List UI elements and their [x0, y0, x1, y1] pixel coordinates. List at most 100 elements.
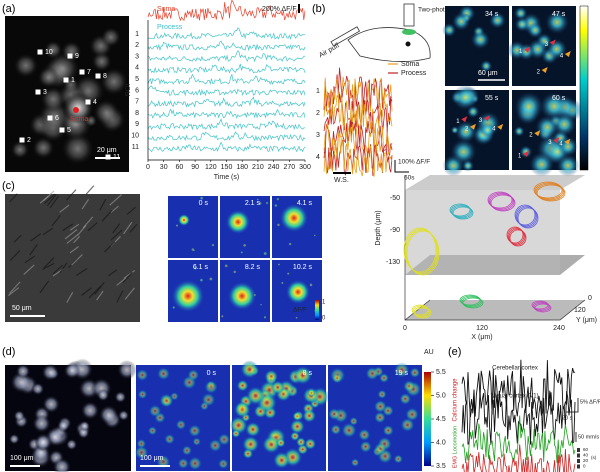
scale-label: 200% ΔF/F [262, 6, 297, 13]
cell-outline [413, 306, 431, 318]
roi-number: 8 [135, 110, 139, 117]
scale-label: 60 μm [478, 70, 498, 77]
cell-outline [534, 303, 552, 313]
tick-label: 0 [403, 325, 407, 332]
trace [147, 131, 306, 142]
roi-number: 9 [135, 121, 139, 128]
blob [199, 278, 204, 282]
blob [403, 380, 416, 393]
texture [112, 223, 121, 234]
blob [489, 11, 506, 29]
texture [39, 280, 50, 294]
arrow-label: 1 [456, 119, 460, 125]
scale-label: (s) [591, 455, 597, 460]
texture [44, 193, 56, 205]
roi-marker [35, 89, 41, 95]
trace-number: 4 [316, 154, 320, 161]
frame-time: 10.2 s [293, 264, 313, 271]
roi-marker [95, 73, 101, 79]
colorbar-tick: 0 [322, 316, 326, 322]
tick-label: 150 [221, 164, 233, 171]
axis-label: Time (s) [214, 174, 239, 181]
blob [513, 125, 525, 137]
blob [31, 382, 45, 396]
blob [527, 22, 544, 39]
blob [118, 409, 130, 421]
texture [43, 257, 55, 269]
blob [480, 59, 493, 73]
tick-label: 120 [476, 325, 488, 332]
blob [517, 43, 535, 61]
blob [262, 435, 281, 454]
blob [60, 131, 95, 166]
tick-label: 120 [574, 307, 586, 314]
texture [122, 271, 133, 284]
arrow [497, 123, 504, 130]
arrow-label: 1 [518, 153, 522, 159]
texture [110, 229, 123, 241]
plane [405, 300, 585, 320]
blob [224, 263, 229, 268]
tick-label: 0 [146, 164, 150, 171]
blob [193, 266, 198, 270]
blob [365, 366, 379, 381]
roi-number: 6 [135, 87, 139, 94]
trace-number: 2 [316, 110, 320, 117]
texture [82, 216, 94, 229]
texture [66, 233, 79, 244]
frame-time: 19 s [395, 370, 409, 377]
blob [98, 404, 119, 425]
cell-outline [506, 226, 524, 244]
roi-marker [59, 127, 65, 133]
texture [9, 249, 21, 262]
texture [81, 287, 92, 296]
texture [123, 221, 133, 235]
colorbar [579, 5, 589, 171]
blob [276, 223, 281, 227]
arrow [553, 137, 560, 144]
activity [280, 204, 308, 232]
panel-label: (e) [448, 346, 461, 358]
arrow [483, 115, 490, 122]
activity [226, 210, 250, 234]
blob [79, 420, 91, 432]
blob [292, 411, 302, 421]
cell-outline [534, 182, 564, 200]
cell-outline [515, 205, 537, 227]
colorbar-tick: 1 [322, 300, 326, 306]
blob [452, 12, 471, 31]
texture [66, 189, 77, 201]
blob [134, 445, 149, 460]
blob [394, 362, 410, 378]
cell-outline [452, 206, 474, 220]
tick-label: -90 [390, 227, 400, 234]
blob [260, 303, 263, 306]
texture [52, 264, 64, 275]
window [402, 29, 416, 35]
blob [199, 196, 204, 201]
roi-label: 7 [87, 69, 91, 76]
texture [7, 287, 20, 297]
blob [175, 224, 179, 227]
roi-number: 7 [135, 99, 139, 106]
colorbar-tick: 5.5 [436, 369, 446, 376]
arrow-label: 1 [519, 49, 523, 55]
cell-outline [404, 228, 438, 274]
blob [211, 243, 215, 247]
blob [341, 422, 357, 438]
blob [204, 380, 218, 394]
blob [233, 270, 237, 274]
blob [242, 448, 254, 459]
blob [164, 433, 175, 445]
scale-label: 50 mm/s [578, 434, 599, 440]
cell-outline [411, 304, 429, 316]
texture [76, 267, 88, 276]
blob [286, 272, 290, 276]
blob [409, 367, 421, 378]
trace [147, 108, 306, 119]
scale-block [577, 453, 580, 458]
blob [270, 380, 285, 395]
blob [245, 421, 261, 438]
blob [15, 363, 31, 379]
trace-number: 1 [316, 88, 320, 95]
